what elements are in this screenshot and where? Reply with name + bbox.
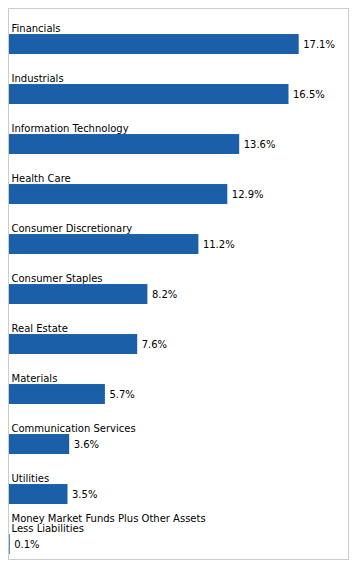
- svg-text:Money Market Funds Plus Other: Money Market Funds Plus Other AssetsLess…: [12, 513, 206, 534]
- svg-text:17.1%: 17.1%: [303, 39, 335, 50]
- svg-text:Financials: Financials: [12, 23, 61, 34]
- svg-text:Health Care: Health Care: [12, 173, 71, 184]
- svg-text:Consumer Discretionary: Consumer Discretionary: [12, 223, 133, 234]
- svg-text:11.2%: 11.2%: [203, 239, 235, 250]
- svg-text:Materials: Materials: [12, 373, 58, 384]
- svg-text:13.6%: 13.6%: [244, 139, 276, 150]
- svg-text:Communication Services: Communication Services: [12, 423, 136, 434]
- svg-text:Utilities: Utilities: [12, 473, 50, 484]
- svg-text:3.5%: 3.5%: [72, 489, 97, 500]
- svg-text:0.1%: 0.1%: [14, 539, 39, 550]
- svg-text:Industrials: Industrials: [12, 73, 64, 84]
- svg-text:16.5%: 16.5%: [293, 89, 325, 100]
- svg-text:Information Technology: Information Technology: [12, 123, 129, 134]
- svg-text:Consumer Staples: Consumer Staples: [12, 273, 103, 284]
- svg-text:12.9%: 12.9%: [232, 189, 264, 200]
- svg-text:Real Estate: Real Estate: [12, 323, 68, 334]
- svg-text:7.6%: 7.6%: [142, 339, 167, 350]
- svg-text:8.2%: 8.2%: [152, 289, 177, 300]
- svg-text:3.6%: 3.6%: [74, 439, 99, 450]
- svg-text:5.7%: 5.7%: [109, 389, 134, 400]
